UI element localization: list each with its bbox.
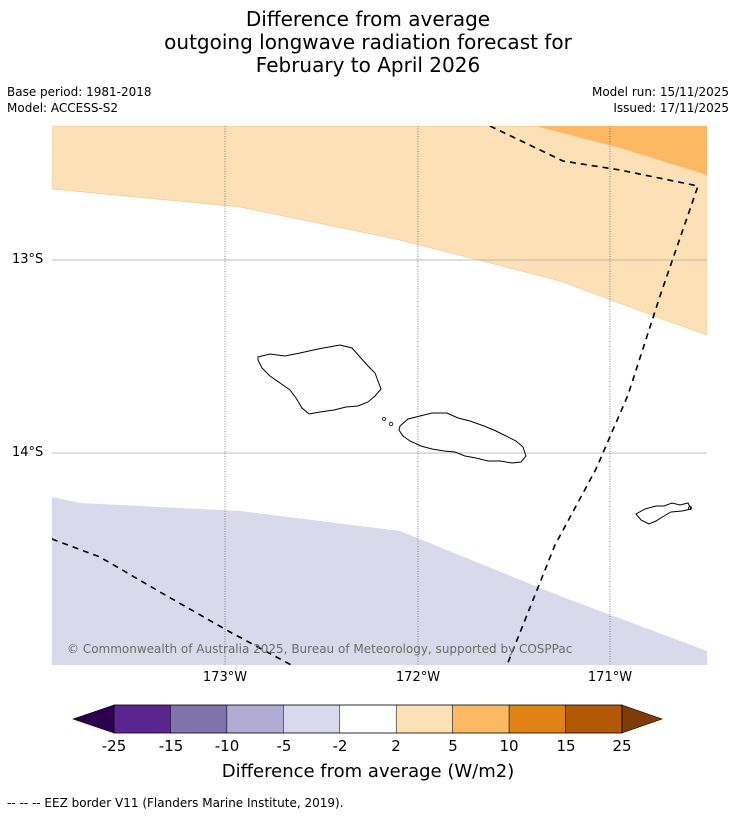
colorbar-tick: 10 [499, 737, 519, 755]
colorbar-bin [226, 704, 284, 734]
anomaly-region-5-to-10 [535, 126, 707, 175]
colorbar-tick: -2 [332, 737, 348, 755]
colorbar-tick: 25 [612, 737, 632, 755]
colorbar-tick: 5 [448, 737, 458, 755]
island-savaii [257, 344, 382, 415]
title-line-1: Difference from average [245, 7, 491, 31]
lon-label-173w: 173°W [202, 670, 248, 685]
colorbar [72, 704, 663, 734]
colorbar-bin [508, 704, 566, 734]
colorbar-under-arrow [72, 704, 115, 734]
islet-aunuu [688, 506, 692, 510]
islet-apolima [388, 421, 394, 427]
colorbar-outline [113, 704, 623, 734]
title-line-2: outgoing longwave radiation forecast for [164, 30, 572, 54]
meta-left: Base period: 1981-2018 Model: ACCESS-S2 [7, 84, 152, 116]
colorbar-bin [395, 704, 453, 734]
lat-label-13s: 13°S [12, 252, 44, 267]
colorbar-bin [565, 704, 623, 734]
copyright-notice: © Commonwealth of Australia 2025, Bureau… [67, 642, 573, 656]
islet-manono [382, 417, 386, 421]
colorbar-label: Difference from average (W/m2) [221, 761, 515, 782]
colorbar-bin [113, 704, 171, 734]
eez-border-south [52, 538, 293, 665]
colorbar-bin [170, 704, 228, 734]
colorbar-tick: 15 [556, 737, 576, 755]
eez-legend-note: -- -- -- EEZ border V11 (Flanders Marine… [7, 796, 344, 810]
base-period: Base period: 1981-2018 [7, 85, 152, 99]
issued-date: Issued: 17/11/2025 [613, 101, 729, 115]
model-run: Model run: 15/11/2025 [591, 85, 729, 99]
model-name: Model: ACCESS-S2 [7, 101, 119, 115]
colorbar-bin [283, 704, 341, 734]
lat-label-14s: 14°S [12, 445, 44, 460]
lon-label-172w: 172°W [395, 670, 441, 685]
title-line-3: February to April 2026 [255, 53, 481, 77]
chart-title: Difference from average outgoing longwav… [0, 8, 736, 77]
island-upolu [398, 412, 527, 464]
anomaly-region-minus-5-to-minus-2 [52, 497, 707, 665]
meta-right: Model run: 15/11/2025 Issued: 17/11/2025 [592, 84, 729, 116]
anomaly-region-2-to-5 [52, 126, 707, 336]
colorbar-tick: -5 [276, 737, 292, 755]
lon-label-171w: 171°W [587, 670, 633, 685]
colorbar-tick: -10 [214, 737, 240, 755]
colorbar-bin [452, 704, 510, 734]
colorbar-tick: -15 [158, 737, 184, 755]
colorbar-bin [339, 704, 397, 734]
colorbar-tick: -25 [101, 737, 127, 755]
map-area [52, 126, 707, 665]
colorbar-tick: 2 [391, 737, 401, 755]
colorbar-over-arrow [621, 704, 663, 734]
eez-border-samoa-american-samoa [489, 126, 700, 665]
